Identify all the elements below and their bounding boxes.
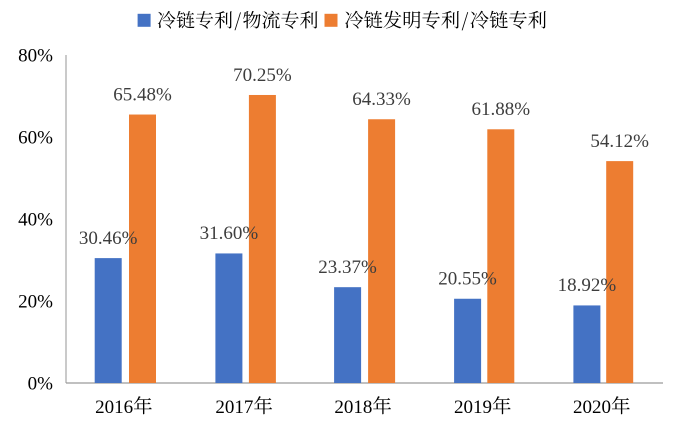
svg-text:30.46%: 30.46% — [79, 228, 138, 249]
svg-text:2019: 2019 — [454, 397, 492, 418]
svg-text:2020: 2020 — [573, 397, 611, 418]
svg-text:64.33%: 64.33% — [352, 89, 411, 110]
svg-text:80%: 80% — [18, 46, 53, 67]
svg-text:60%: 60% — [18, 128, 53, 149]
svg-text:54.12%: 54.12% — [590, 131, 649, 152]
svg-text:18.92%: 18.92% — [558, 275, 617, 296]
svg-text:2018: 2018 — [334, 397, 372, 418]
svg-text:20%: 20% — [18, 292, 53, 313]
svg-text:20.55%: 20.55% — [438, 269, 497, 290]
svg-text:2017: 2017 — [215, 397, 253, 418]
svg-text:23.37%: 23.37% — [318, 257, 377, 278]
svg-text:40%: 40% — [18, 210, 53, 231]
svg-text:65.48%: 65.48% — [113, 84, 172, 105]
svg-text:70.25%: 70.25% — [233, 65, 292, 86]
svg-text:31.60%: 31.60% — [200, 223, 259, 244]
svg-text:61.88%: 61.88% — [472, 99, 531, 120]
svg-text:2016: 2016 — [95, 397, 133, 418]
svg-text:0%: 0% — [28, 374, 54, 395]
